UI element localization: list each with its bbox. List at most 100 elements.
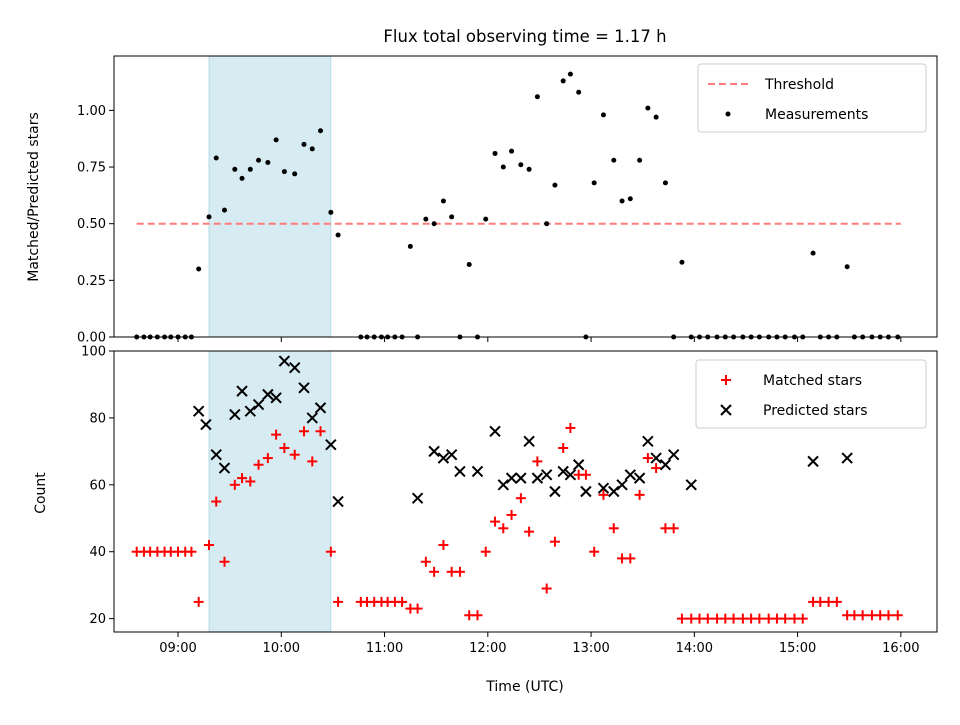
count-xtick-label: 16:00 (882, 641, 919, 656)
matched-star-point (589, 546, 600, 557)
predicted-star-point (306, 412, 318, 424)
matched-star-point (454, 566, 465, 577)
measurement-point (378, 334, 384, 340)
measurement-point (239, 175, 245, 181)
measurement-point (679, 259, 685, 265)
measurement-point (576, 89, 582, 95)
matched-star-point (412, 603, 423, 614)
matched-star-point (892, 610, 903, 621)
predicted-star-point (428, 445, 440, 458)
predicted-star-point (218, 462, 231, 474)
matched-star-point (211, 496, 222, 507)
matched-star-point (676, 613, 687, 624)
legend-measurements-swatch (725, 111, 731, 117)
count-xtick-label: 12:00 (469, 641, 506, 656)
matched-star-point (780, 613, 791, 624)
ratio-legend-frame (697, 63, 927, 133)
measurement-point (175, 334, 181, 340)
measurement-point (431, 221, 437, 227)
count-xtick-label: 11:00 (366, 641, 403, 656)
matched-star-point (498, 523, 509, 534)
predicted-star-point (278, 355, 291, 367)
matched-star-point (754, 613, 765, 624)
matched-star-point (702, 613, 713, 624)
ratio-ytick-label: 1.00 (77, 104, 106, 119)
measurement-point (371, 334, 377, 340)
predicted-star-point (807, 455, 819, 468)
predicted-star-point (332, 495, 344, 508)
ratio-panel: 0.00 0.25 0.50 0.75 1.00 Flux total observin… (26, 27, 938, 346)
measurement-point (851, 334, 857, 340)
measurement-point (168, 334, 174, 340)
measurement-point (740, 334, 746, 340)
measurement-point (756, 334, 762, 340)
measurement-point (457, 334, 463, 340)
measurement-point (147, 334, 153, 340)
predicted-star-point (531, 472, 544, 484)
matched-star-point (668, 523, 679, 534)
measurement-point (292, 171, 298, 177)
matched-star-point (480, 546, 491, 557)
measurement-point (188, 334, 194, 340)
predicted-star-point (505, 472, 518, 484)
legend-threshold-label: Threshold (764, 77, 834, 93)
predicted-star-point (471, 465, 484, 478)
matched-star-point (186, 546, 197, 557)
matched-star-point (565, 422, 576, 433)
predicted-star-point (659, 459, 672, 471)
legend-matched-label: Matched stars (763, 373, 862, 389)
measurement-point (423, 216, 429, 222)
matched-star-point (598, 489, 609, 500)
measurement-point (637, 157, 643, 163)
ratio-legend: Threshold Measurements (697, 63, 927, 133)
predicted-star-point (270, 392, 282, 404)
measurement-point (714, 334, 720, 340)
measurement-point (731, 334, 737, 340)
predicted-star-point (642, 435, 654, 448)
matched-star-point (253, 459, 264, 470)
predicted-star-point (667, 448, 680, 461)
matched-star-point (642, 453, 653, 464)
predicted-star-point (298, 382, 310, 394)
predicted-star-point (210, 448, 222, 461)
measurement-point (466, 261, 472, 267)
count-legend-frame (695, 359, 927, 429)
measurement-point (591, 180, 597, 186)
matched-star-point (831, 596, 842, 607)
measurement-point (627, 196, 633, 202)
measurement-point (526, 166, 532, 172)
matched-star-point (307, 456, 318, 467)
count-xtick-label: 09:00 (159, 641, 196, 656)
measurement-point (826, 334, 832, 340)
predicted-star-point (200, 418, 212, 431)
measurement-point (399, 334, 405, 340)
count-xtick-label: 14:00 (676, 641, 713, 656)
predicted-star-point (192, 405, 205, 417)
measurement-point (265, 160, 271, 166)
measurement-point (154, 334, 160, 340)
matched-star-point (728, 613, 739, 624)
measurement-point (309, 146, 315, 152)
measurement-point (774, 334, 780, 340)
predicted-star-point (616, 479, 628, 491)
legend-predicted-swatch (720, 404, 732, 416)
legend-matched-marker (721, 375, 731, 385)
measurement-point (619, 198, 625, 204)
measurement-point (583, 334, 589, 340)
predicted-star-point (540, 469, 553, 481)
measurement-point (834, 334, 840, 340)
measurement-point (273, 137, 279, 143)
measurement-point (247, 166, 253, 172)
measurement-point (895, 334, 901, 340)
matched-star-point (549, 536, 560, 547)
measurement-point (645, 105, 651, 111)
ratio-plot-area: 0.00 0.25 0.50 0.75 1.00 (77, 55, 938, 346)
measurement-point (877, 334, 883, 340)
matched-star-point (262, 453, 273, 464)
predicted-star-point (580, 485, 592, 498)
measurement-point (671, 334, 677, 340)
measurement-point (518, 162, 524, 168)
measurement-point (500, 164, 506, 170)
measurement-point (800, 334, 806, 340)
matched-star-point (651, 463, 662, 474)
